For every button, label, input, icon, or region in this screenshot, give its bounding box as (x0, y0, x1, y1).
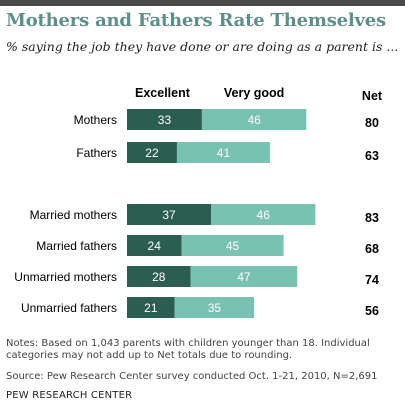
category-label-married-mothers: Married mothers (30, 208, 117, 222)
bar-excellent-married-fathers (127, 235, 182, 256)
category-label-fathers: Fathers (76, 146, 117, 160)
category-label-unmarried-mothers: Unmarried mothers (14, 270, 117, 284)
bar-very-good-fathers (176, 142, 271, 163)
organization-credit: PEW RESEARCH CENTER (6, 390, 133, 401)
data-label-excellent-unmarried-mothers: 28 (152, 270, 166, 284)
net-column-header: Net (362, 89, 383, 103)
data-label-very-good-unmarried-mothers: 47 (237, 270, 251, 284)
bar-excellent-mothers (127, 109, 202, 130)
top-rule (0, 0, 405, 6)
category-label-unmarried-fathers: Unmarried fathers (21, 301, 117, 315)
legend-label-very-good: Very good (224, 86, 284, 100)
net-value-unmarried-mothers: 74 (365, 273, 379, 287)
bar-very-good-unmarried-mothers (190, 266, 298, 287)
data-label-very-good-mothers: 46 (247, 113, 261, 127)
chart-subtitle: % saying the job they have done or are d… (6, 39, 399, 54)
bar-very-good-married-mothers (210, 204, 316, 225)
data-label-excellent-unmarried-fathers: 21 (144, 301, 158, 315)
net-value-mothers: 80 (365, 116, 379, 130)
net-value-married-fathers: 68 (365, 242, 379, 256)
data-label-excellent-fathers: 22 (145, 146, 159, 160)
data-label-very-good-fathers: 41 (217, 146, 231, 160)
data-label-very-good-married-fathers: 45 (226, 239, 240, 253)
legend: Excellent Very good Net (135, 86, 383, 103)
notes: Notes: Based on 1,043 parents with child… (6, 338, 370, 361)
data-label-very-good-married-mothers: 46 (257, 208, 271, 222)
net-value-married-mothers: 83 (365, 211, 379, 225)
data-label-excellent-mothers: 33 (158, 113, 172, 127)
bar-very-good-unmarried-fathers (174, 297, 255, 318)
bar-excellent-married-mothers (127, 204, 211, 225)
legend-label-excellent: Excellent (135, 86, 191, 100)
category-label-married-fathers: Married fathers (36, 239, 117, 253)
bar-excellent-unmarried-fathers (127, 297, 175, 318)
bar-very-good-married-fathers (181, 235, 284, 256)
source-note: Source: Pew Research Center survey condu… (6, 371, 378, 382)
bar-very-good-mothers (201, 109, 307, 130)
category-label-mothers: Mothers (74, 113, 117, 127)
bars: Mothers 33 46 80 Fathers 22 41 63 Married mother… (14, 109, 379, 318)
chart-title: Mothers and Fathers Rate Themselves (6, 10, 386, 31)
net-value-unmarried-fathers: 56 (365, 304, 379, 318)
bar-excellent-fathers (127, 142, 177, 163)
bar-excellent-unmarried-mothers (127, 266, 191, 287)
data-label-excellent-married-fathers: 24 (148, 239, 162, 253)
stacked-bar-chart: Excellent Very good Net Mothers 33 46 80 Fathe… (14, 86, 383, 318)
data-label-excellent-married-mothers: 37 (162, 208, 176, 222)
data-label-very-good-unmarried-fathers: 35 (208, 301, 222, 315)
net-value-fathers: 63 (365, 149, 379, 163)
